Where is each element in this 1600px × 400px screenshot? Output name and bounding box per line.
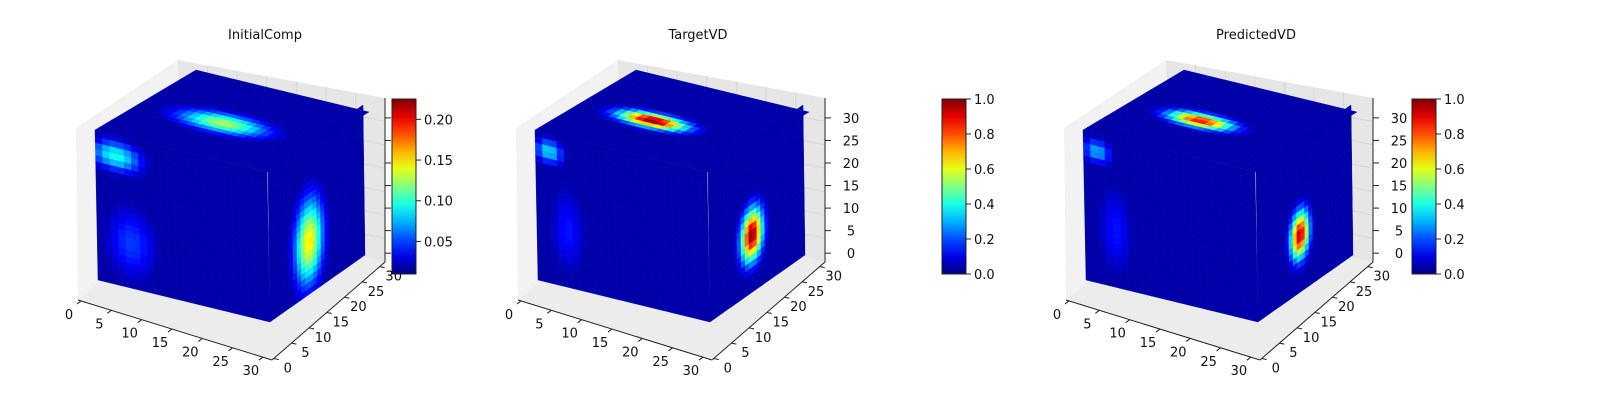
y-tick-label: 10 bbox=[315, 331, 332, 346]
y-tick bbox=[326, 312, 332, 315]
x-tick bbox=[668, 347, 673, 352]
front-face bbox=[94, 129, 271, 323]
x-tick bbox=[516, 300, 522, 305]
z-tick-label: 15 bbox=[843, 180, 860, 195]
z-tick-label: 20 bbox=[843, 157, 860, 172]
x-tick bbox=[107, 309, 112, 314]
panel-title-initialcomp: InitialComp bbox=[228, 28, 302, 43]
x-tick-label: 5 bbox=[95, 317, 103, 332]
side-face bbox=[267, 104, 366, 323]
x-tick-label: 10 bbox=[561, 327, 578, 342]
y-tick-label: 25 bbox=[808, 285, 825, 300]
x-axis-line bbox=[77, 299, 273, 361]
x-tick-label: 30 bbox=[243, 364, 260, 379]
x-tick bbox=[167, 328, 173, 333]
x-tick-label: 0 bbox=[505, 308, 513, 323]
y-tick-label: 20 bbox=[790, 300, 807, 315]
y-tick-label: 30 bbox=[825, 270, 842, 285]
z-tick-label: 0 bbox=[847, 247, 855, 262]
x-tick bbox=[607, 328, 613, 333]
y-tick bbox=[361, 281, 368, 284]
voxel-cell bbox=[259, 170, 268, 179]
panel-title-targetvd: TargetVD bbox=[667, 28, 727, 43]
y-tick bbox=[344, 296, 350, 299]
x-tick-label: 25 bbox=[212, 355, 229, 370]
x-tick-label: 15 bbox=[592, 336, 609, 351]
z-tick-label: 10 bbox=[843, 202, 860, 217]
z-tick-label: 25 bbox=[843, 134, 860, 149]
y-tick bbox=[731, 342, 737, 345]
x-tick bbox=[76, 300, 82, 305]
y-tick-label: 15 bbox=[332, 316, 349, 331]
y-tick bbox=[784, 296, 790, 299]
y-tick bbox=[273, 357, 279, 360]
y-tick bbox=[748, 327, 755, 330]
x-tick-label: 10 bbox=[121, 327, 138, 342]
x-tick-label: 25 bbox=[652, 355, 669, 370]
x-tick bbox=[698, 356, 704, 361]
y-tick-label: 25 bbox=[368, 285, 385, 300]
x-tick-label: 30 bbox=[683, 364, 700, 379]
x-tick bbox=[258, 356, 264, 361]
x-tick bbox=[197, 338, 203, 342]
y-tick-label: 0 bbox=[284, 361, 292, 376]
y-tick bbox=[379, 266, 385, 269]
y-tick-label: 20 bbox=[350, 300, 367, 315]
x-tick bbox=[577, 319, 582, 324]
y-tick-label: 0 bbox=[724, 361, 732, 376]
y-tick bbox=[308, 327, 315, 330]
x-tick bbox=[137, 319, 142, 324]
x-tick bbox=[228, 347, 233, 352]
x-tick bbox=[637, 338, 643, 342]
x-tick-label: 20 bbox=[182, 345, 199, 360]
x-tick-label: 15 bbox=[152, 336, 169, 351]
panel-title-predictedvd: PredictedVD bbox=[1216, 28, 1296, 43]
y-tick bbox=[766, 312, 772, 315]
x-tick-label: 20 bbox=[622, 345, 639, 360]
y-tick-label: 5 bbox=[741, 346, 749, 361]
x-tick-label: 5 bbox=[535, 317, 543, 332]
y-tick-label: 15 bbox=[772, 316, 789, 331]
y-tick bbox=[291, 342, 297, 345]
z-tick-label: 5 bbox=[847, 225, 855, 240]
y-tick-label: 10 bbox=[755, 331, 772, 346]
y-tick bbox=[801, 281, 808, 284]
y-tick bbox=[713, 357, 719, 360]
x-tick bbox=[547, 309, 552, 314]
x-tick-label: 0 bbox=[65, 308, 73, 323]
y-tick bbox=[819, 266, 825, 269]
y-axis-line bbox=[271, 261, 386, 361]
z-tick-label: 30 bbox=[843, 112, 860, 127]
y-tick-label: 5 bbox=[301, 346, 309, 361]
